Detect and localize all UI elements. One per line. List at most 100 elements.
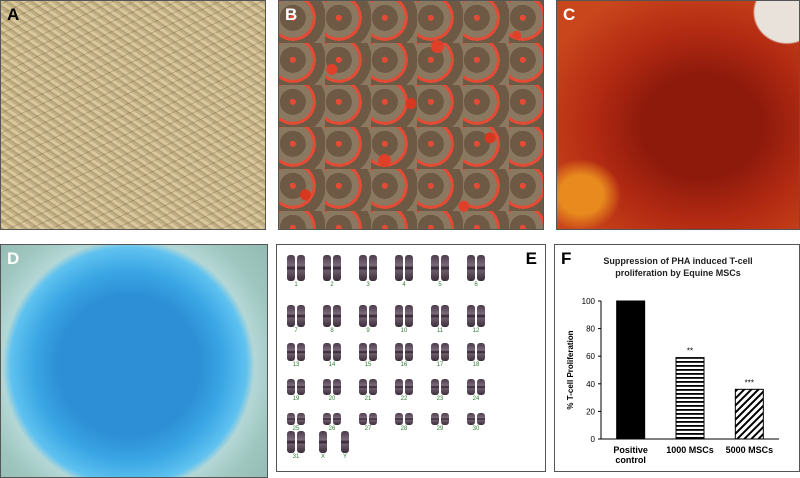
chromosome — [369, 305, 377, 327]
chromosome — [431, 305, 439, 327]
chromosome-number: 1 — [294, 282, 298, 288]
chromosome-number: 29 — [436, 426, 444, 432]
panel-c-label: C — [563, 5, 576, 24]
panel-c-osteogenic-image: C — [556, 0, 800, 230]
chromosome-pair: 23 — [431, 379, 449, 402]
panel-e-label: E — [525, 249, 537, 268]
chromosome — [395, 305, 403, 327]
chromosome — [297, 343, 305, 361]
x-tick-label: control — [615, 455, 646, 465]
chromosome — [359, 379, 367, 395]
chromosome-number: 17 — [436, 362, 444, 368]
chromosome-number: 8 — [330, 328, 334, 334]
chromosome — [467, 255, 475, 281]
y-tick-label: 100 — [582, 297, 596, 306]
chromosome — [477, 305, 485, 327]
chromosome-pair: 17 — [431, 343, 449, 368]
chromosome-pair: 15 — [359, 343, 377, 368]
chromosome-number: 30 — [472, 426, 480, 432]
chromosome-number: 18 — [472, 362, 480, 368]
chromosome — [477, 379, 485, 395]
karyotype-row: 19 20 21 22 23 24 — [287, 379, 485, 402]
panel-e-karyotype: E 1 2 3 4 5 6 7 8 9 10 11 12 13 14 15 16 17 18 19 20 21 22 23 2… — [276, 244, 546, 472]
x-tick-label: Positive — [613, 445, 648, 455]
chromosome — [333, 379, 341, 395]
x-tick-label: 1000 MSCs — [666, 445, 714, 455]
chromosome — [369, 379, 377, 395]
chromosome — [297, 431, 305, 453]
chromosome — [405, 343, 413, 361]
chromosome-number: 28 — [400, 426, 408, 432]
chromosome-pair: 31 — [287, 431, 305, 460]
karyotype-row: 7 8 9 10 11 12 — [287, 305, 485, 334]
chromosome — [287, 413, 295, 425]
chromosome-pair: 28 — [395, 413, 413, 432]
chromosome-number: 3 — [366, 282, 370, 288]
chromosome — [467, 305, 475, 327]
panel-f-label: F — [561, 249, 572, 268]
chromosome — [395, 255, 403, 281]
chromosome-pair: 13 — [287, 343, 305, 368]
y-tick-label: 0 — [591, 435, 596, 444]
chromosome — [333, 413, 341, 425]
chromosome — [323, 343, 331, 361]
chromosome — [359, 255, 367, 281]
chromosome-pair: 2 — [323, 255, 341, 288]
panel-b-adipogenic-image: B — [278, 0, 544, 230]
chromosome — [323, 305, 331, 327]
chromosome — [441, 343, 449, 361]
x-tick-label: 5000 MSCs — [726, 445, 774, 455]
chromosome — [323, 413, 331, 425]
y-tick-label: 20 — [586, 407, 595, 416]
karyotype-row: 1 2 3 4 5 6 — [287, 255, 485, 288]
chromosome-number: 16 — [400, 362, 408, 368]
chromosome-pair: 25 — [287, 413, 305, 432]
chromosome-number: 27 — [364, 426, 372, 432]
chart-svg: 0 20 40 60 80 100 % T-cell Proliferation Positi… — [566, 297, 779, 465]
chromosome-number: 15 — [364, 362, 372, 368]
chromosome-number: 21 — [364, 396, 372, 402]
chromosome-number: 26 — [328, 426, 336, 432]
chromosome — [405, 379, 413, 395]
chromosome — [441, 305, 449, 327]
panel-b-label: B — [285, 5, 298, 24]
chromosome-pair: 29 — [431, 413, 449, 432]
chromosome-pair: 8 — [323, 305, 341, 334]
bar — [675, 357, 705, 440]
chromosome-pair: 22 — [395, 379, 413, 402]
chromosome — [395, 343, 403, 361]
chromosome-pair: 1 — [287, 255, 305, 288]
chromosome-number: 7 — [294, 328, 298, 334]
chromosome-number: X — [320, 454, 325, 460]
chromosome-number: 4 — [402, 282, 406, 288]
chromosome — [341, 431, 349, 453]
chromosome — [467, 379, 475, 395]
y-axis-label: % T-cell Proliferation — [566, 330, 575, 409]
panel-a-phase-contrast-image: A — [0, 0, 266, 230]
y-tick-label: 80 — [586, 325, 595, 334]
chromosome — [333, 255, 341, 281]
chromosome — [287, 343, 295, 361]
chromosome — [333, 343, 341, 361]
chromosome — [287, 431, 295, 453]
chromosome — [323, 255, 331, 281]
chromosome-pair: 10 — [395, 305, 413, 334]
chart-title: Suppression of PHA induced T-cell prolif… — [555, 255, 799, 279]
chromosome — [405, 305, 413, 327]
chart-title-line-1: Suppression of PHA induced T-cell — [603, 256, 753, 266]
chromosome — [297, 305, 305, 327]
karyotype-row: 25 26 27 28 29 30 — [287, 413, 485, 432]
chromosome-pair: 16 — [395, 343, 413, 368]
chromosome-number: 31 — [292, 454, 300, 460]
chromosome-pair: 5 — [431, 255, 449, 288]
chromosome — [333, 305, 341, 327]
chromosome — [395, 413, 403, 425]
chromosome — [467, 343, 475, 361]
chromosome — [359, 305, 367, 327]
chromosome — [369, 413, 377, 425]
chromosome-pair: 19 — [287, 379, 305, 402]
chromosome — [369, 343, 377, 361]
chromosome-number: 11 — [436, 328, 444, 334]
chromosome — [405, 255, 413, 281]
chromosome — [431, 379, 439, 395]
